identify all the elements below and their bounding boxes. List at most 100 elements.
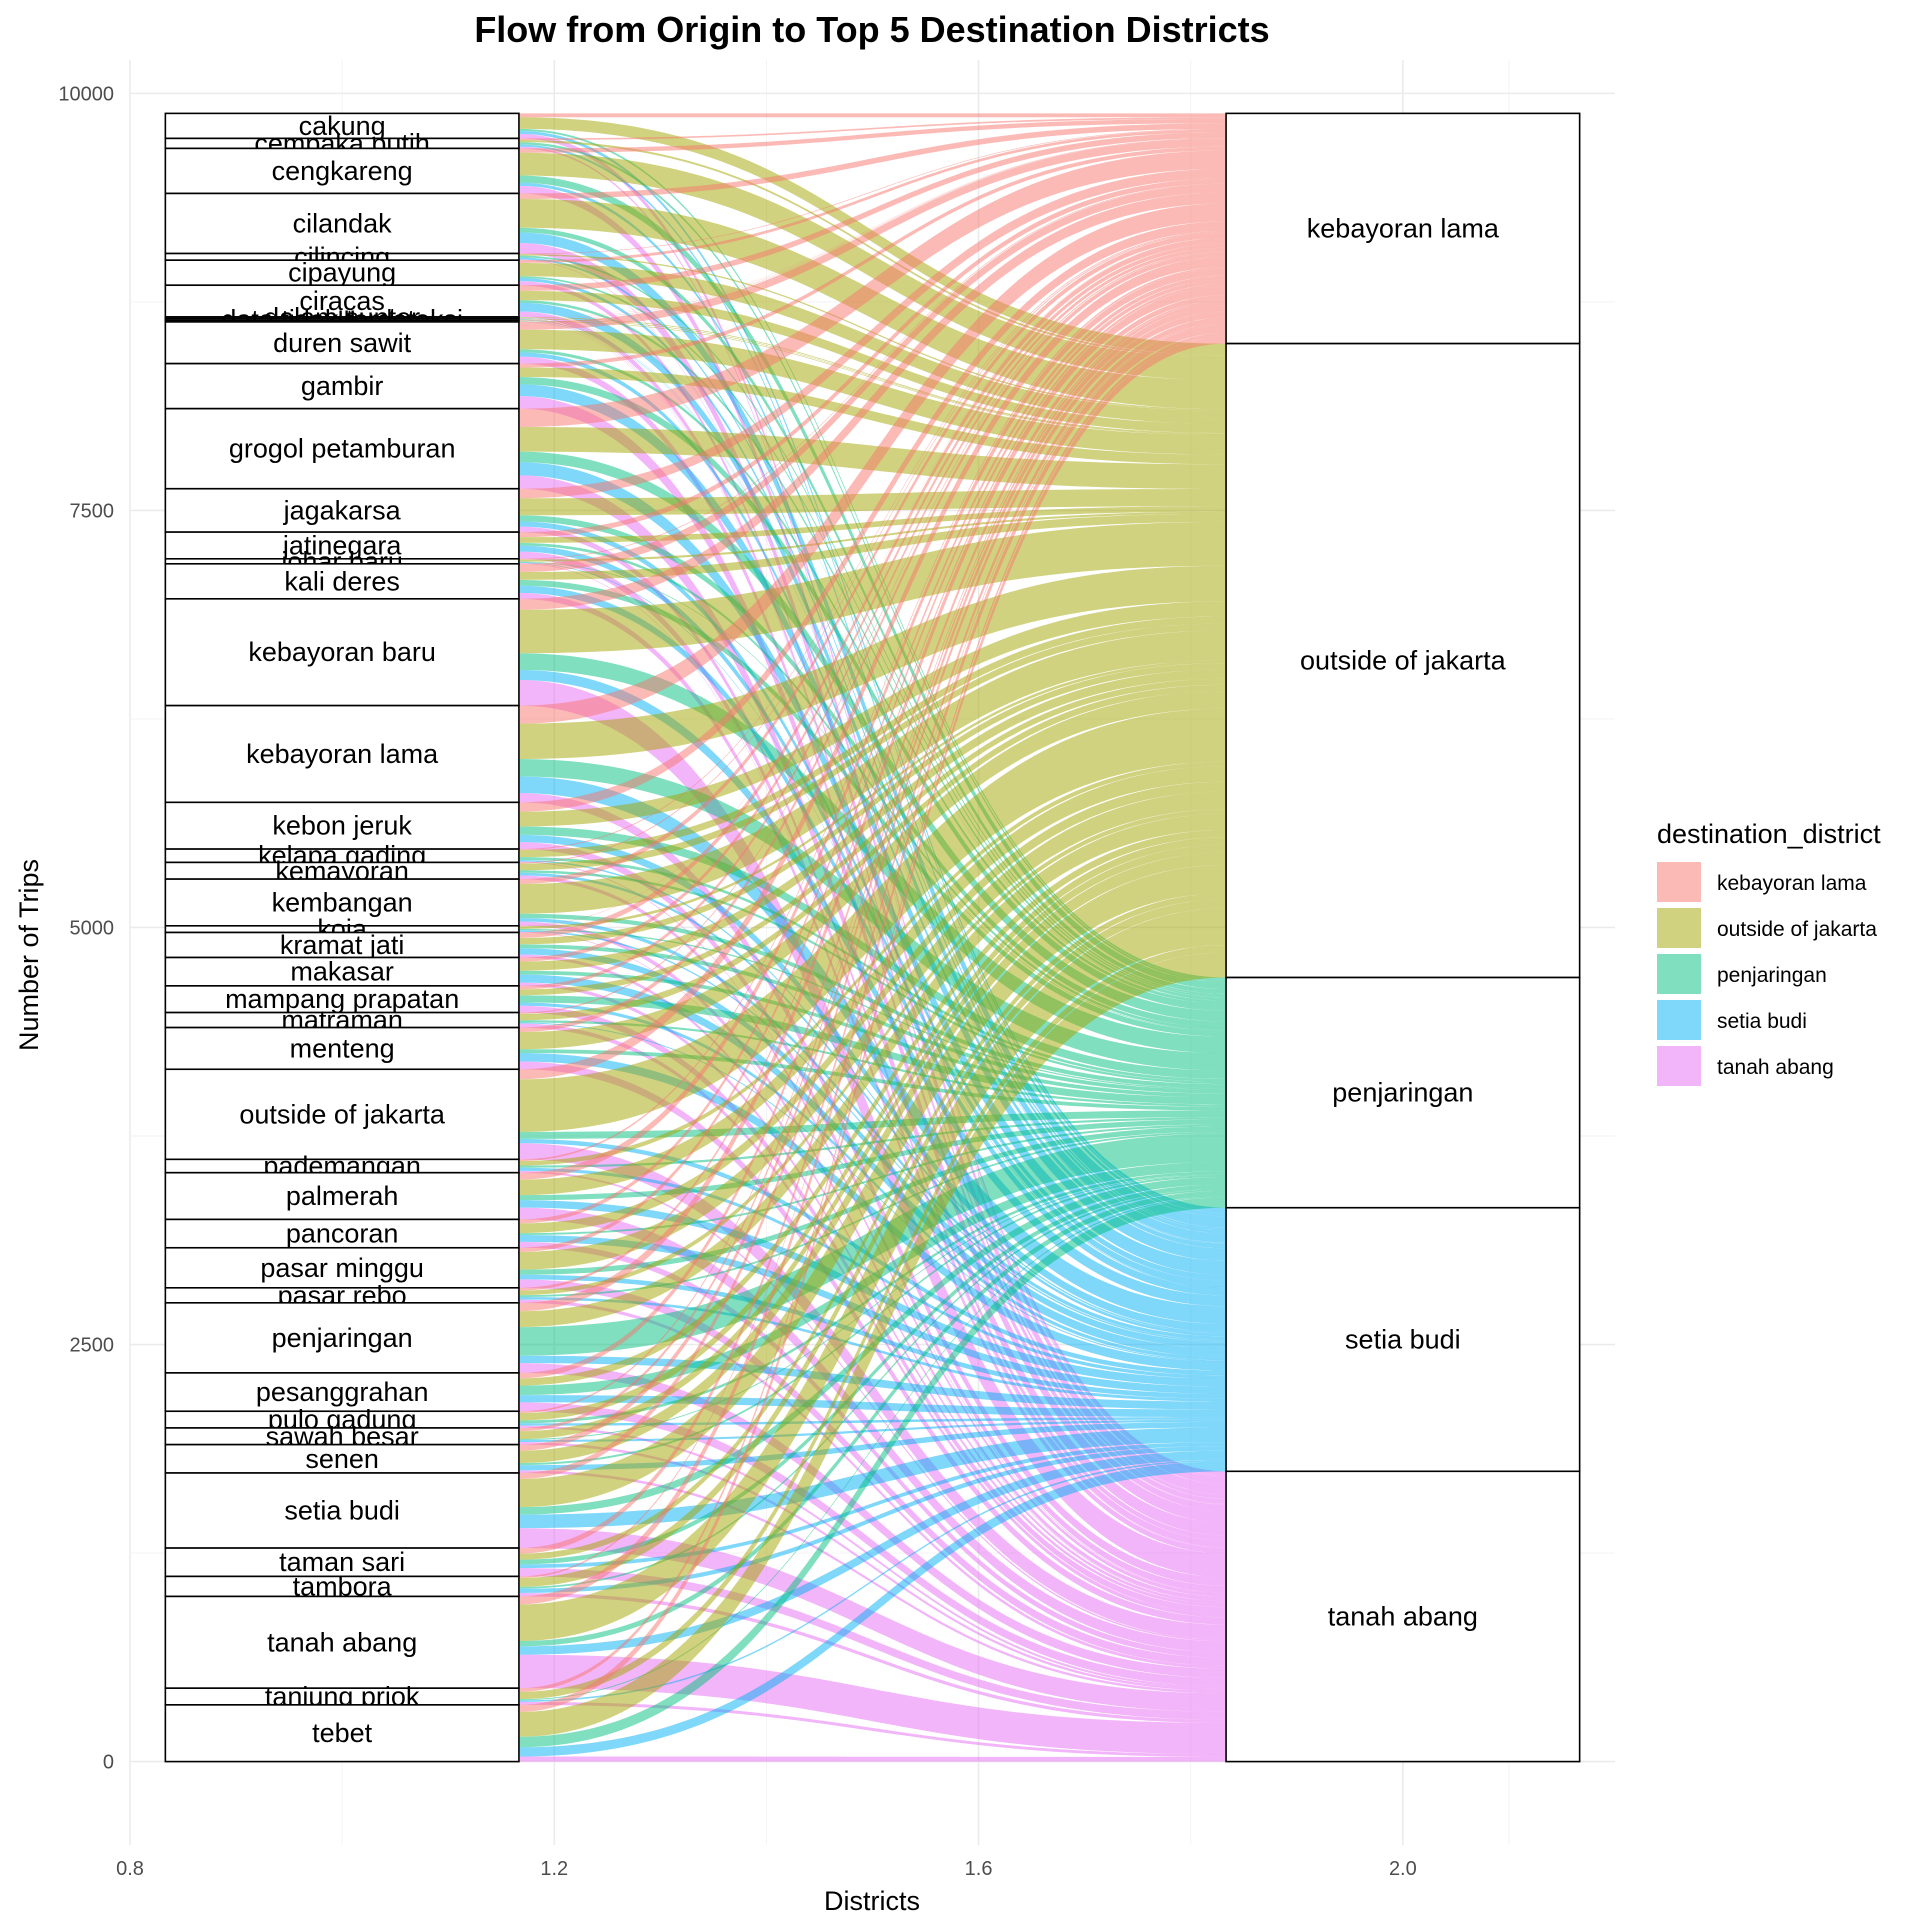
flow-band: [518, 113, 1227, 118]
flow-band: [518, 123, 1227, 200]
origin-stratum-label: makasar: [290, 957, 394, 987]
flow-band: [518, 227, 1227, 994]
flow-band: [518, 203, 1227, 724]
flow-band: [518, 276, 1227, 998]
origin-stratum-label: gambir: [301, 371, 384, 401]
flow-band: [518, 275, 1227, 1224]
flow-band: [518, 300, 1227, 1414]
origin-stratum: [164, 531, 520, 560]
origin-stratum-label: jatinegara: [282, 530, 403, 560]
legend-key: [1657, 862, 1701, 902]
flow-band: [518, 1174, 1227, 1440]
flow-band: [518, 152, 1227, 381]
origin-stratum-label: mampang prapatan: [225, 984, 459, 1014]
flow-band: [518, 142, 1227, 982]
flow-band: [518, 809, 1227, 1296]
flow-band: [518, 311, 1227, 1479]
flow-band: [518, 336, 1227, 1712]
chart-title: Flow from Origin to Top 5 Destination Di…: [474, 9, 1269, 50]
origin-stratum-label: palmerah: [286, 1181, 399, 1211]
flow-band: [518, 766, 1227, 1196]
flow-band: [518, 252, 1227, 1033]
origin-stratum: [164, 362, 520, 410]
flow-band: [518, 192, 1227, 610]
destination-stratum-label: penjaringan: [1332, 1078, 1473, 1108]
y-axis-title: Number of Trips: [14, 859, 44, 1051]
flows: [518, 113, 1227, 1762]
flow-band: [518, 199, 1227, 410]
x-tick-label: 1.2: [540, 1858, 568, 1880]
flow-band: [518, 813, 1227, 1328]
origin-stratum: [164, 1704, 520, 1763]
flow-band: [518, 138, 1227, 319]
origin-stratum: [164, 1068, 520, 1161]
flow-band: [518, 118, 1227, 153]
flow-band: [518, 268, 1227, 1180]
x-tick-label: 2.0: [1389, 1858, 1417, 1880]
flow-band: [518, 324, 1227, 1605]
flow-band: [518, 1421, 1227, 1471]
flow-band: [518, 1053, 1227, 1371]
destination-stratum-label: outside of jakarta: [1300, 646, 1507, 676]
origin-stratum-label: outside of jakarta: [239, 1099, 446, 1129]
flow-band: [518, 1756, 1227, 1762]
origin-stratum: [164, 407, 520, 490]
flow-band: [518, 1470, 1227, 1694]
flow-band: [518, 305, 1227, 1451]
origin-stratum-label: kembangan: [272, 887, 413, 917]
flow-band: [518, 138, 1227, 318]
flow-band: [518, 1126, 1227, 1275]
destination-stratum: [1225, 342, 1581, 979]
origin-stratum-label: taman sari: [279, 1547, 405, 1577]
flow-band: [518, 283, 1227, 1291]
flow-band: [518, 332, 1227, 1692]
origin-stratum-label: kebayoran baru: [248, 637, 436, 667]
flow-band: [518, 290, 1227, 434]
flow-band: [518, 178, 1227, 538]
flow-band: [518, 1189, 1227, 1589]
origin-stratum-label: kebayoran lama: [246, 739, 439, 769]
destination-stratum-label: tanah abang: [1328, 1601, 1478, 1631]
legend-label: outside of jakarta: [1717, 918, 1877, 941]
origin-stratum-label: kramat jati: [280, 930, 405, 960]
flow-band: [518, 231, 1227, 864]
flow-band: [518, 243, 1227, 962]
flow-band: [518, 183, 1227, 560]
legend: destination_district kebayoran lama outsi…: [1657, 819, 1881, 1086]
origin-stratum-label: pancoran: [286, 1219, 399, 1249]
flow-band: [518, 128, 1227, 255]
origin-stratum-label: pesanggrahan: [256, 1377, 429, 1407]
flow-band: [518, 168, 1227, 499]
flow-band: [518, 834, 1227, 1332]
axes: 0 2500 5000 7500 10000 0.8 1.2 1.6 2.0: [58, 83, 1416, 1880]
flow-band: [518, 630, 1227, 914]
flow-band: [518, 511, 1227, 562]
destination-stratum-label: setia budi: [1345, 1325, 1461, 1355]
flow-band: [518, 279, 1227, 1252]
flow-band: [518, 829, 1227, 1386]
flow-band: [518, 1442, 1227, 1569]
flow-band: [518, 1395, 1227, 1418]
legend-label: kebayoran lama: [1717, 872, 1867, 895]
flow-band: [518, 974, 1227, 1357]
destination-stratum: [1225, 112, 1581, 345]
origin-stratum: [164, 1472, 520, 1549]
y-tick-label: 0: [103, 1752, 114, 1774]
flow-band: [518, 837, 1227, 1421]
flow-band: [518, 1427, 1227, 1529]
flow-band: [518, 251, 1227, 1014]
flow-band: [518, 232, 1227, 1228]
flow-band: [518, 255, 1227, 996]
flow-band: [518, 1402, 1227, 1687]
flow-band: [518, 669, 1227, 971]
legend-key: [1657, 1000, 1701, 1040]
origin-stratum: [164, 321, 520, 365]
flow-band: [518, 146, 1227, 368]
flow-band: [518, 1049, 1227, 1111]
origin-stratum: [164, 112, 520, 140]
legend-label: tanah abang: [1717, 1056, 1834, 1079]
origin-stratum: [164, 1026, 520, 1071]
flow-band: [518, 948, 1227, 1349]
flow-band: [518, 367, 1227, 465]
